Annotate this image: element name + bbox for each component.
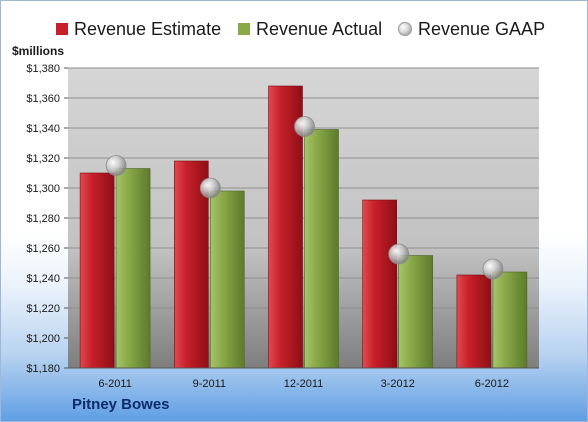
marker-gaap bbox=[105, 155, 127, 176]
y-tick-label: $1,240 bbox=[26, 273, 60, 285]
x-tick-label: 9-2011 bbox=[193, 378, 226, 390]
y-tick-label: $1,260 bbox=[26, 243, 60, 255]
legend: Revenue Estimate Revenue Actual Revenue … bbox=[0, 16, 588, 42]
x-tick-label: 6-2011 bbox=[98, 378, 131, 390]
x-tick-label: 12-2011 bbox=[284, 378, 324, 390]
bar-estimate bbox=[79, 172, 115, 369]
bar-actual bbox=[115, 168, 151, 369]
y-axis-units-label: $millions bbox=[12, 44, 65, 58]
y-tick-label: $1,320 bbox=[26, 153, 60, 165]
bar-estimate bbox=[362, 199, 398, 369]
legend-label-actual: Revenue Actual bbox=[256, 18, 383, 39]
bar-actual bbox=[210, 190, 245, 369]
y-tick-label: $1,360 bbox=[26, 93, 60, 105]
y-tick-label: $1,300 bbox=[26, 183, 60, 195]
marker-gaap bbox=[482, 258, 504, 280]
bars bbox=[79, 85, 528, 369]
legend-item-actual: Revenue Actual bbox=[238, 16, 382, 42]
y-tick-label: $1,340 bbox=[26, 123, 60, 135]
x-axis-ticks: 6-2011 9-2011 12-2011 3-2012 6-2012 bbox=[98, 378, 509, 390]
legend-swatch-estimate bbox=[56, 23, 68, 35]
y-tick-label: $1,380 bbox=[26, 63, 60, 75]
bar-estimate bbox=[174, 160, 209, 369]
y-axis-ticks: $1,180 $1,200 $1,220 $1,240 $1,260 $1,280 $1,3… bbox=[26, 63, 68, 375]
legend-label-estimate: Revenue Estimate bbox=[74, 18, 222, 39]
legend-item-gaap: Revenue GAAP bbox=[398, 16, 545, 42]
legend-bubble-gaap bbox=[398, 22, 412, 36]
gaap-markers bbox=[105, 116, 504, 280]
legend-item-estimate: Revenue Estimate bbox=[56, 16, 221, 42]
y-tick-label: $1,220 bbox=[26, 303, 60, 315]
y-tick-label: $1,200 bbox=[26, 333, 60, 345]
company-name: Pitney Bowes bbox=[72, 396, 170, 413]
bar-actual bbox=[304, 129, 339, 369]
y-tick-label: $1,180 bbox=[26, 363, 60, 375]
y-tick-label: $1,280 bbox=[26, 213, 60, 225]
bar-estimate bbox=[456, 274, 492, 369]
bar-actual bbox=[398, 255, 434, 369]
marker-gaap bbox=[199, 177, 221, 199]
legend-label-gaap: Revenue GAAP bbox=[418, 18, 546, 39]
x-tick-label: 6-2012 bbox=[475, 378, 509, 390]
x-tick-label: 3-2012 bbox=[381, 378, 415, 390]
bar-actual bbox=[492, 271, 528, 369]
marker-gaap bbox=[294, 116, 315, 137]
legend-swatch-actual bbox=[238, 23, 250, 35]
marker-gaap bbox=[388, 243, 410, 265]
